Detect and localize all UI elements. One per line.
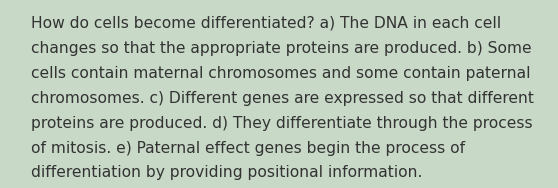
Text: How do cells become differentiated? a) The DNA in each cell: How do cells become differentiated? a) T… [31, 16, 501, 31]
Text: cells contain maternal chromosomes and some contain paternal: cells contain maternal chromosomes and s… [31, 66, 530, 81]
Text: of mitosis. e) Paternal effect genes begin the process of: of mitosis. e) Paternal effect genes beg… [31, 141, 465, 155]
Text: differentiation by providing positional information.: differentiation by providing positional … [31, 165, 422, 180]
Text: chromosomes. c) Different genes are expressed so that different: chromosomes. c) Different genes are expr… [31, 91, 533, 106]
Text: proteins are produced. d) They differentiate through the process: proteins are produced. d) They different… [31, 116, 532, 131]
Text: changes so that the appropriate proteins are produced. b) Some: changes so that the appropriate proteins… [31, 41, 531, 56]
